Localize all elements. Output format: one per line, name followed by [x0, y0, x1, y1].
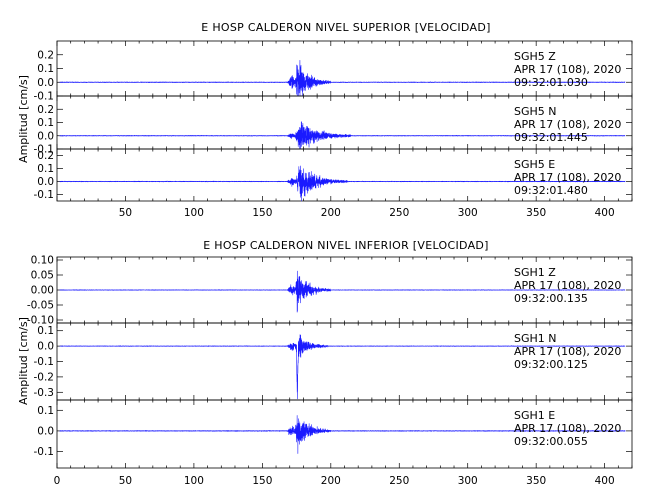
y-tick-label: -0.1: [34, 91, 55, 103]
y-tick-label: 0.2: [37, 49, 54, 61]
record-time-label: 09:32:01.030: [514, 76, 588, 89]
x-tick-label: 100: [184, 475, 204, 487]
record-time-label: 09:32:00.125: [514, 358, 588, 371]
y-tick-label: 0.1: [37, 163, 54, 175]
seismic-trace-sgh1-z: [59, 270, 626, 313]
x-tick-label: 150: [252, 475, 272, 487]
seismic-trace-sgh1-e: [59, 415, 626, 454]
station-channel-label: SGH1 Z: [514, 266, 556, 279]
x-tick-label: 100: [184, 207, 204, 219]
y-tick-label: -0.1: [34, 189, 55, 201]
seismic-trace-sgh1-n: [59, 334, 626, 400]
record-time-label: 09:32:00.055: [514, 435, 588, 448]
record-time-label: 09:32:01.445: [514, 131, 588, 144]
station-channel-label: SGH1 N: [514, 332, 557, 345]
y-tick-label: 0.1: [37, 325, 54, 337]
lower-y-axis-label: Amplitud [cm/s]: [17, 317, 30, 405]
seismic-trace-sgh5-z: [59, 60, 626, 97]
y-tick-label: 0.0: [37, 425, 54, 437]
y-tick-label: 0.00: [31, 285, 54, 297]
station-channel-label: SGH1 E: [514, 409, 555, 422]
x-tick-label: 250: [389, 475, 409, 487]
seismic-trace-sgh5-e: [59, 165, 626, 202]
x-tick-label: 150: [252, 207, 272, 219]
upper-y-axis-label: Amplitud [cm/s]: [17, 75, 30, 163]
record-date-label: APR 17 (108), 2020: [514, 118, 621, 131]
record-date-label: APR 17 (108), 2020: [514, 63, 621, 76]
x-tick-label: 0: [54, 475, 61, 487]
y-tick-label: -0.1: [34, 356, 55, 368]
upper-seismogram-group: E HOSP CALDERON NIVEL SUPERIOR [VELOCIDA…: [17, 21, 633, 219]
y-tick-label: -0.2: [34, 371, 55, 383]
station-channel-label: SGH5 Z: [514, 50, 556, 63]
y-tick-label: 0.05: [31, 270, 54, 282]
y-tick-label: -0.1: [34, 446, 55, 458]
y-tick-label: 0.0: [37, 341, 54, 353]
y-tick-label: -0.05: [27, 300, 54, 312]
upper-chart-title: E HOSP CALDERON NIVEL SUPERIOR [VELOCIDA…: [201, 21, 490, 34]
lower-seismogram-group: E HOSP CALDERON NIVEL INFERIOR [VELOCIDA…: [17, 239, 633, 487]
y-tick-label: 0.0: [37, 130, 54, 142]
x-tick-label: 250: [389, 207, 409, 219]
x-tick-label: 350: [526, 207, 546, 219]
x-tick-label: 300: [458, 475, 478, 487]
x-tick-label: 200: [321, 207, 341, 219]
record-date-label: APR 17 (108), 2020: [514, 422, 621, 435]
station-channel-label: SGH5 N: [514, 105, 557, 118]
y-tick-label: 0.1: [37, 117, 54, 129]
x-tick-label: 200: [321, 475, 341, 487]
record-date-label: APR 17 (108), 2020: [514, 171, 621, 184]
x-tick-label: 400: [595, 475, 615, 487]
y-tick-label: 0.1: [37, 63, 54, 75]
seismic-trace-sgh5-n: [59, 121, 626, 150]
x-tick-label: 400: [595, 207, 615, 219]
lower-chart-title: E HOSP CALDERON NIVEL INFERIOR [VELOCIDA…: [203, 239, 489, 252]
y-tick-label: -0.1: [34, 144, 55, 156]
x-tick-label: 50: [119, 207, 132, 219]
x-tick-label: 350: [526, 475, 546, 487]
record-date-label: APR 17 (108), 2020: [514, 345, 621, 358]
station-channel-label: SGH5 E: [514, 158, 555, 171]
y-tick-label: -0.10: [27, 315, 54, 327]
record-time-label: 09:32:01.480: [514, 184, 588, 197]
y-tick-label: -0.3: [34, 387, 55, 399]
record-time-label: 09:32:00.135: [514, 292, 588, 305]
y-tick-label: 0.0: [37, 176, 54, 188]
x-tick-label: 50: [119, 475, 132, 487]
y-tick-label: 0.10: [31, 255, 54, 267]
y-tick-label: 0.2: [37, 104, 54, 116]
x-tick-label: 300: [458, 207, 478, 219]
record-date-label: APR 17 (108), 2020: [514, 279, 621, 292]
y-tick-label: 0.2: [37, 150, 54, 162]
y-tick-label: 0.0: [37, 77, 54, 89]
y-tick-label: 0.1: [37, 405, 54, 417]
